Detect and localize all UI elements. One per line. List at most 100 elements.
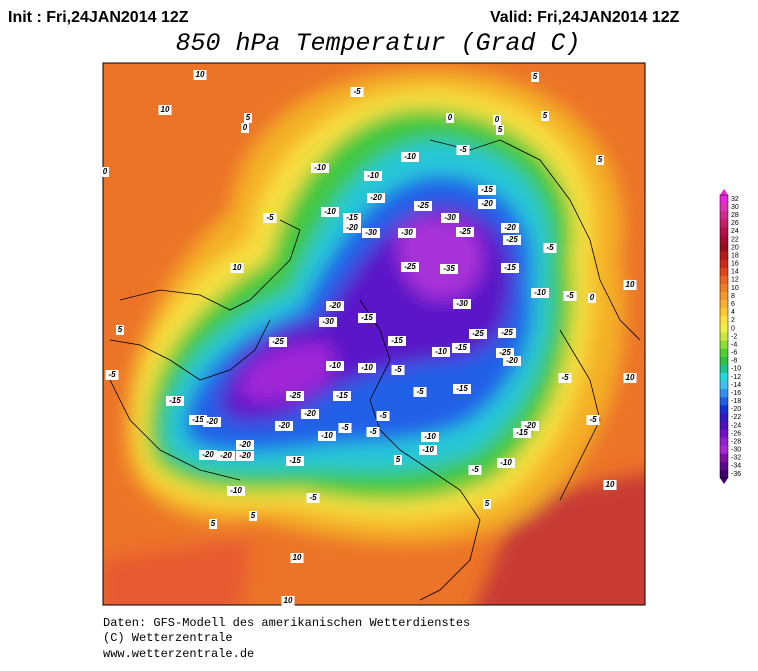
label-box (311, 163, 329, 173)
colorbar-cell (720, 437, 728, 446)
contour-label: -10 (314, 163, 326, 172)
contour-label: -20 (506, 356, 518, 365)
colorbar-cell (720, 340, 728, 349)
contour-label: 5 (211, 519, 216, 528)
label-box (478, 185, 496, 195)
label-box (362, 228, 380, 238)
colorbar-cell (720, 429, 728, 438)
colorbar-cell (720, 364, 728, 374)
colorbar-cell (720, 227, 728, 236)
label-box (269, 337, 287, 347)
label-box (468, 465, 482, 475)
contour-label: -15 (481, 185, 493, 194)
colorbar-cell (720, 275, 728, 285)
label-box (501, 223, 519, 233)
contour-label: 5 (246, 113, 251, 122)
contour-label: -10 (367, 171, 379, 180)
label-box (453, 299, 471, 309)
label-box (503, 356, 521, 366)
colorbar-cap (720, 189, 728, 195)
colorbar-label: 0 (731, 325, 735, 332)
contour-label: -10 (424, 432, 436, 441)
map-field (103, 63, 645, 605)
contour-label: 0 (590, 293, 595, 302)
label-box (326, 301, 344, 311)
contour-label: 0 (243, 123, 248, 132)
colorbar-label: -14 (731, 382, 741, 389)
colorbar-label: 32 (731, 196, 739, 203)
label-box (478, 199, 496, 209)
label-box (105, 370, 119, 380)
colorbar-cell (720, 259, 728, 269)
label-box (432, 347, 450, 357)
label-box (236, 451, 254, 461)
label-box (453, 384, 471, 394)
colorbar-cell (720, 356, 728, 366)
contour-label: 5 (396, 455, 401, 464)
colorbar-label: 4 (731, 309, 735, 316)
colorbar-label: 28 (731, 212, 739, 219)
contour-label: 10 (161, 105, 170, 114)
colorbar-cell (720, 413, 728, 422)
contour-label: 5 (251, 511, 256, 520)
label-box (446, 113, 454, 123)
label-box (440, 264, 458, 274)
coastlines (109, 139, 641, 601)
label-box (588, 293, 596, 303)
contour-label: -5 (589, 415, 597, 424)
colorbar-cell (720, 195, 728, 204)
label-box (521, 421, 539, 431)
colorbar-label: -24 (731, 422, 741, 429)
colorbar-cell (720, 372, 728, 382)
label-box (241, 123, 249, 133)
footer-line: (C) Wetterzentrale (103, 631, 233, 645)
label-box (319, 317, 337, 327)
colorbar-label: 12 (731, 277, 739, 284)
contour-label: -15 (516, 428, 528, 437)
label-box (391, 365, 405, 375)
contour-label: -35 (443, 264, 455, 273)
label-box (286, 391, 304, 401)
label-box (483, 499, 491, 509)
colorbar-label: 6 (731, 301, 735, 308)
colorbar-cell (720, 251, 728, 260)
colorbar-label: -20 (731, 406, 741, 413)
colorbar-label: 26 (731, 220, 739, 227)
label-box (101, 167, 109, 177)
colorbar-cell (720, 324, 728, 333)
colorbar-label: -30 (731, 447, 741, 454)
contour-label: -20 (220, 451, 232, 460)
label-box (469, 329, 487, 339)
contour-label: 5 (118, 325, 123, 334)
contour-label: 5 (498, 125, 503, 134)
contour-label: -15 (336, 391, 348, 400)
contour-label: 5 (598, 155, 603, 164)
label-box (496, 348, 514, 358)
contour-label: -10 (534, 288, 546, 297)
label-box (498, 328, 516, 338)
contour-label: -10 (404, 152, 416, 161)
footer-line: www.wetterzentrale.de (103, 647, 254, 661)
colorbar-label: -2 (731, 333, 737, 340)
contour-label: -25 (404, 262, 416, 271)
label-box (249, 511, 257, 521)
label-box (227, 486, 245, 496)
contour-label: -20 (346, 223, 358, 232)
label-box (398, 228, 416, 238)
contour-label: 5 (485, 499, 490, 508)
colorbar-cell (720, 421, 728, 430)
colorbar-label: -12 (731, 374, 741, 381)
colorbar-label: 2 (731, 317, 735, 324)
label-box (623, 373, 637, 383)
colorbar-cell (720, 453, 728, 463)
label-box (333, 391, 351, 401)
contour-label: 10 (606, 480, 615, 489)
label-box (367, 193, 385, 203)
label-box (281, 596, 295, 606)
label-box (116, 325, 124, 335)
label-box (596, 155, 604, 165)
contour-label: -15 (192, 415, 204, 424)
label-box (414, 201, 432, 211)
colorbar-label: -10 (731, 366, 741, 373)
init-time: Init : Fri,24JAN2014 12Z (8, 9, 189, 26)
